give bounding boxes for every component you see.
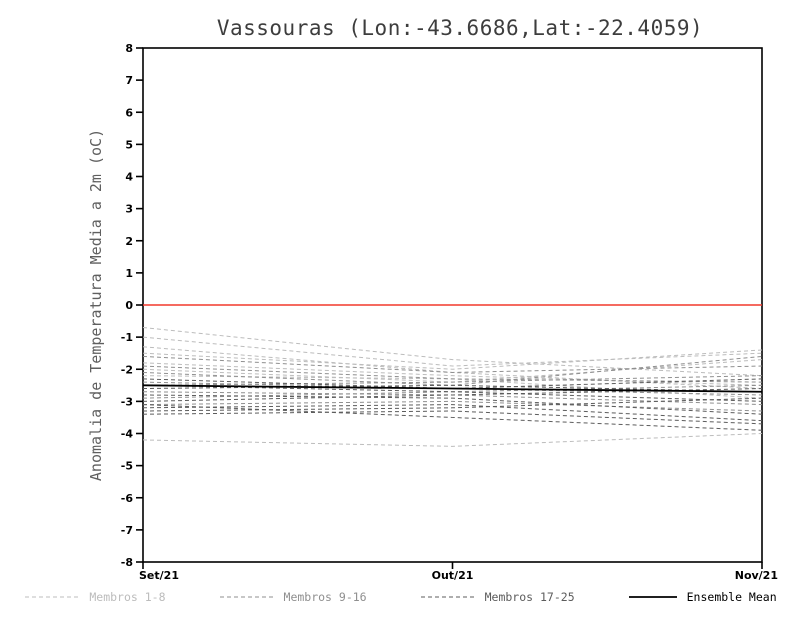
membros-17-25-line-sample [420, 596, 475, 598]
svg-text:-6: -6 [121, 492, 134, 505]
svg-text:0: 0 [125, 299, 133, 312]
svg-text:-3: -3 [121, 395, 133, 408]
svg-text:-4: -4 [121, 428, 134, 441]
svg-text:1: 1 [125, 267, 133, 280]
svg-text:-7: -7 [121, 524, 133, 537]
membros-9-16-line-sample [219, 596, 274, 598]
legend-item-membros-1-8: Membros 1-8 [23, 590, 166, 604]
legend-item-ensemble-mean: Ensemble Mean [627, 590, 777, 604]
svg-text:-2: -2 [121, 363, 133, 376]
membros-1-8-line-sample [25, 596, 80, 598]
svg-text:2: 2 [125, 235, 133, 248]
svg-text:Out/21: Out/21 [432, 569, 474, 582]
svg-text:-1: -1 [121, 331, 133, 344]
legend-item-membros-17-25: Membros 17-25 [419, 590, 575, 604]
svg-text:8: 8 [125, 42, 133, 55]
ensemble-mean-line-sample [628, 596, 677, 598]
svg-text:6: 6 [125, 106, 133, 119]
legend-item-membros-9-16: Membros 9-16 [218, 590, 367, 604]
ensemble-line-chart: -8 -7 -6 -5 -4 -3 -2 -1 0 1 2 3 4 5 6 7 8 Set/21 Out/21 Nov… [121, 42, 778, 582]
svg-text:-8: -8 [121, 556, 133, 569]
legend-label-membros-1-8: Membros 1-8 [89, 590, 166, 604]
svg-text:Set/21: Set/21 [139, 569, 179, 582]
svg-text:5: 5 [125, 138, 133, 151]
chart-legend: Membros 1-8 Membros 9-16 Membros 17-25 E… [0, 590, 800, 604]
legend-label-membros-17-25: Membros 17-25 [484, 590, 575, 604]
svg-text:-5: -5 [121, 460, 133, 473]
legend-label-ensemble-mean: Ensemble Mean [686, 590, 777, 604]
svg-text:7: 7 [125, 74, 133, 87]
chart-title: Vassouras (Lon:-43.6686,Lat:-22.4059) [216, 16, 704, 40]
svg-text:4: 4 [125, 171, 133, 184]
svg-text:3: 3 [125, 203, 133, 216]
legend-label-membros-9-16: Membros 9-16 [283, 590, 367, 604]
svg-text:Nov/21: Nov/21 [735, 569, 778, 582]
